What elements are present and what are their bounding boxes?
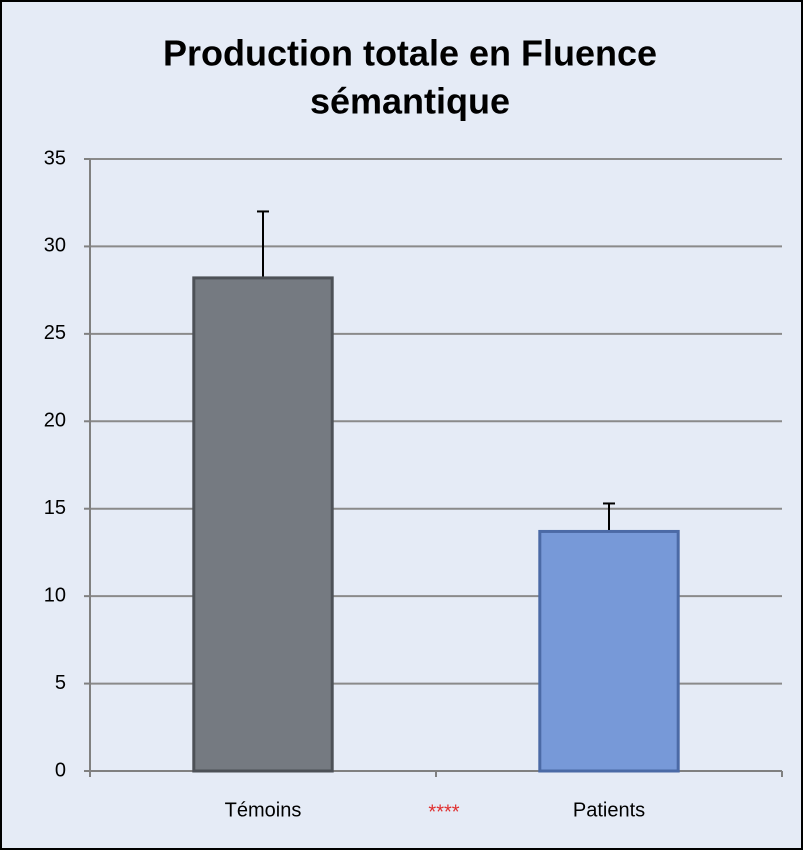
y-tick-label: 0 <box>55 759 66 781</box>
y-tick-label: 30 <box>44 235 66 257</box>
bar <box>192 276 334 773</box>
chart-title: sémantique <box>310 81 510 122</box>
y-tick-label: 10 <box>44 584 66 606</box>
y-tick-label: 5 <box>55 672 66 694</box>
y-tick-label: 20 <box>44 410 66 432</box>
chart-title: Production totale en Fluence <box>163 33 657 74</box>
significance-annotation: **** <box>428 801 459 823</box>
bar <box>538 529 680 773</box>
y-tick-label: 15 <box>44 497 66 519</box>
x-tick-label: Témoins <box>225 799 302 821</box>
y-tick-label: 35 <box>44 147 66 169</box>
x-tick-label: Patients <box>573 799 645 821</box>
y-tick-label: 25 <box>44 322 66 344</box>
